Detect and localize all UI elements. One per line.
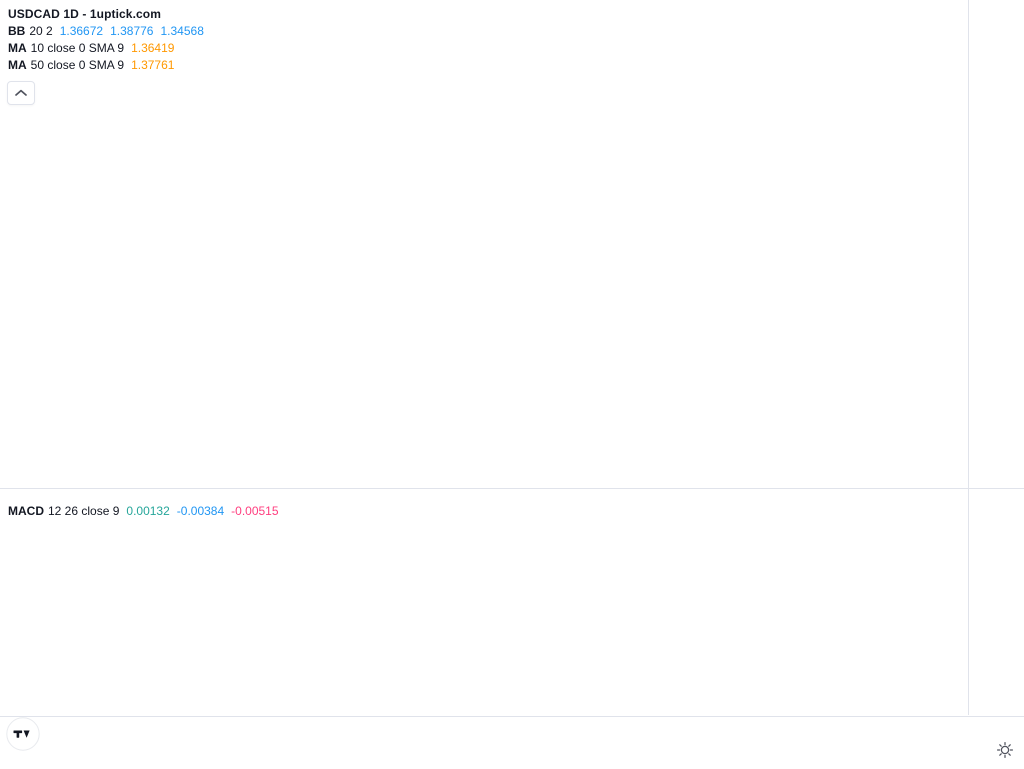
- price-axis[interactable]: [968, 0, 1024, 488]
- collapse-pane-button[interactable]: [7, 81, 35, 105]
- price-pane[interactable]: [0, 0, 1024, 488]
- price-axis-border: [968, 0, 969, 488]
- pane-separator[interactable]: [0, 488, 1024, 489]
- macd-plot[interactable]: [0, 489, 968, 715]
- price-chart-svg: [0, 0, 968, 488]
- macd-pane[interactable]: [0, 489, 1024, 715]
- chart-settings-button[interactable]: [996, 741, 1014, 759]
- chevron-up-icon: [15, 89, 27, 96]
- macd-axis-border: [968, 489, 969, 715]
- macd-axis[interactable]: [968, 489, 1024, 715]
- time-axis[interactable]: [0, 716, 1024, 769]
- macd-chart-svg: [0, 489, 968, 715]
- price-plot[interactable]: [0, 0, 968, 488]
- gear-icon: [996, 741, 1014, 759]
- tradingview-logo[interactable]: [6, 717, 40, 751]
